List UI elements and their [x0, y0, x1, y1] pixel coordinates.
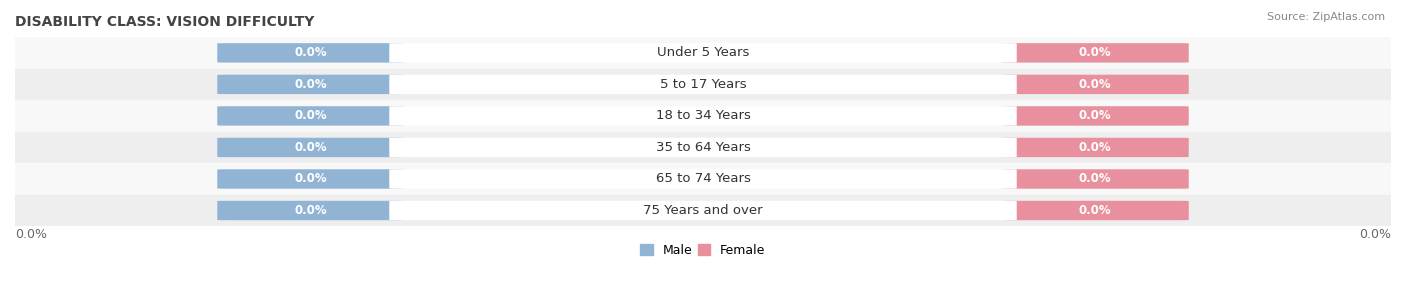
Text: 18 to 34 Years: 18 to 34 Years [655, 109, 751, 122]
Text: 65 to 74 Years: 65 to 74 Years [655, 173, 751, 185]
FancyBboxPatch shape [1001, 138, 1188, 157]
FancyBboxPatch shape [389, 43, 1017, 63]
Text: 35 to 64 Years: 35 to 64 Years [655, 141, 751, 154]
Text: 0.0%: 0.0% [294, 141, 328, 154]
Text: 0.0%: 0.0% [294, 46, 328, 59]
FancyBboxPatch shape [389, 75, 1017, 94]
FancyBboxPatch shape [1001, 201, 1188, 220]
Bar [15, 69, 1391, 100]
FancyBboxPatch shape [218, 75, 405, 94]
Text: 0.0%: 0.0% [1078, 46, 1112, 59]
Bar [15, 132, 1391, 163]
Text: 0.0%: 0.0% [294, 109, 328, 122]
Text: Under 5 Years: Under 5 Years [657, 46, 749, 59]
Text: 0.0%: 0.0% [294, 204, 328, 217]
Text: 0.0%: 0.0% [1078, 109, 1112, 122]
Text: 0.0%: 0.0% [1078, 141, 1112, 154]
FancyBboxPatch shape [1001, 43, 1188, 63]
Text: 0.0%: 0.0% [294, 78, 328, 91]
FancyBboxPatch shape [389, 169, 1017, 189]
Legend: Male, Female: Male, Female [636, 239, 770, 262]
Bar [15, 195, 1391, 226]
FancyBboxPatch shape [1001, 75, 1188, 94]
Text: 75 Years and over: 75 Years and over [643, 204, 763, 217]
Text: 0.0%: 0.0% [1360, 228, 1391, 241]
FancyBboxPatch shape [218, 169, 405, 189]
Bar [15, 100, 1391, 132]
FancyBboxPatch shape [389, 201, 1017, 220]
Text: Source: ZipAtlas.com: Source: ZipAtlas.com [1267, 12, 1385, 22]
FancyBboxPatch shape [218, 43, 405, 63]
FancyBboxPatch shape [218, 201, 405, 220]
Text: DISABILITY CLASS: VISION DIFFICULTY: DISABILITY CLASS: VISION DIFFICULTY [15, 15, 315, 29]
FancyBboxPatch shape [1001, 106, 1188, 126]
Text: 0.0%: 0.0% [1078, 78, 1112, 91]
FancyBboxPatch shape [218, 138, 405, 157]
Text: 0.0%: 0.0% [15, 228, 46, 241]
Bar [15, 163, 1391, 195]
Text: 0.0%: 0.0% [1078, 173, 1112, 185]
FancyBboxPatch shape [1001, 169, 1188, 189]
Text: 0.0%: 0.0% [1078, 204, 1112, 217]
Text: 0.0%: 0.0% [294, 173, 328, 185]
Text: 5 to 17 Years: 5 to 17 Years [659, 78, 747, 91]
FancyBboxPatch shape [218, 106, 405, 126]
Bar [15, 37, 1391, 69]
FancyBboxPatch shape [389, 106, 1017, 126]
FancyBboxPatch shape [389, 138, 1017, 157]
